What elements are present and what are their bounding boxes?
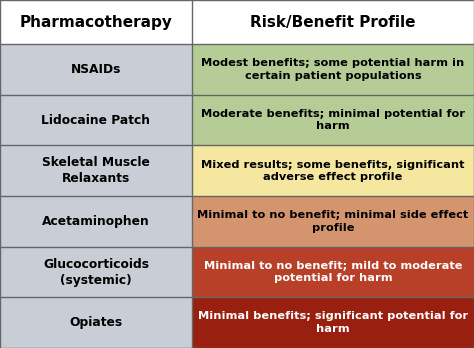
Text: Minimal to no benefit; mild to moderate
potential for harm: Minimal to no benefit; mild to moderate … <box>204 261 462 283</box>
Text: Risk/Benefit Profile: Risk/Benefit Profile <box>250 15 416 30</box>
Bar <box>192 145 474 196</box>
Text: Mixed results; some benefits, significant
adverse effect profile: Mixed results; some benefits, significan… <box>201 160 465 182</box>
Bar <box>0 247 192 297</box>
Bar <box>192 247 474 297</box>
Bar <box>192 297 474 348</box>
Text: NSAIDs: NSAIDs <box>71 63 121 76</box>
Bar <box>192 95 474 145</box>
Bar <box>0 44 192 95</box>
Bar <box>0 297 192 348</box>
Text: Pharmacotherapy: Pharmacotherapy <box>19 15 173 30</box>
Bar <box>0 145 192 196</box>
Text: Modest benefits; some potential harm in
certain patient populations: Modest benefits; some potential harm in … <box>201 58 465 81</box>
Text: Moderate benefits; minimal potential for
harm: Moderate benefits; minimal potential for… <box>201 109 465 131</box>
Text: Skeletal Muscle
Relaxants: Skeletal Muscle Relaxants <box>42 156 150 185</box>
Bar <box>0 0 192 44</box>
Text: Minimal to no benefit; minimal side effect
profile: Minimal to no benefit; minimal side effe… <box>197 210 469 232</box>
Bar <box>192 196 474 247</box>
Text: Minimal benefits; significant potential for
harm: Minimal benefits; significant potential … <box>198 311 468 334</box>
Text: Opiates: Opiates <box>69 316 123 329</box>
Bar <box>0 196 192 247</box>
Bar <box>192 44 474 95</box>
Text: Acetaminophen: Acetaminophen <box>42 215 150 228</box>
Bar <box>192 0 474 44</box>
Text: Glucocorticoids
(systemic): Glucocorticoids (systemic) <box>43 258 149 286</box>
Text: Lidocaine Patch: Lidocaine Patch <box>42 114 150 127</box>
Bar <box>0 95 192 145</box>
